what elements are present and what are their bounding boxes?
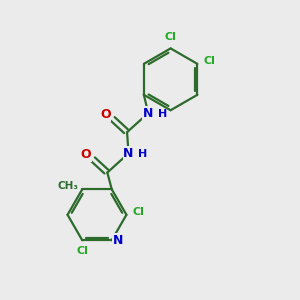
Text: H: H: [138, 149, 147, 159]
Text: Cl: Cl: [204, 56, 216, 66]
Text: N: N: [143, 106, 153, 119]
Text: Cl: Cl: [76, 247, 88, 256]
Text: O: O: [100, 108, 111, 121]
Text: H: H: [158, 109, 167, 119]
Text: N: N: [123, 147, 134, 160]
Text: O: O: [80, 148, 91, 161]
Text: CH₃: CH₃: [58, 181, 79, 191]
Text: Cl: Cl: [133, 207, 145, 217]
Text: Cl: Cl: [165, 32, 176, 42]
Text: N: N: [113, 234, 123, 247]
